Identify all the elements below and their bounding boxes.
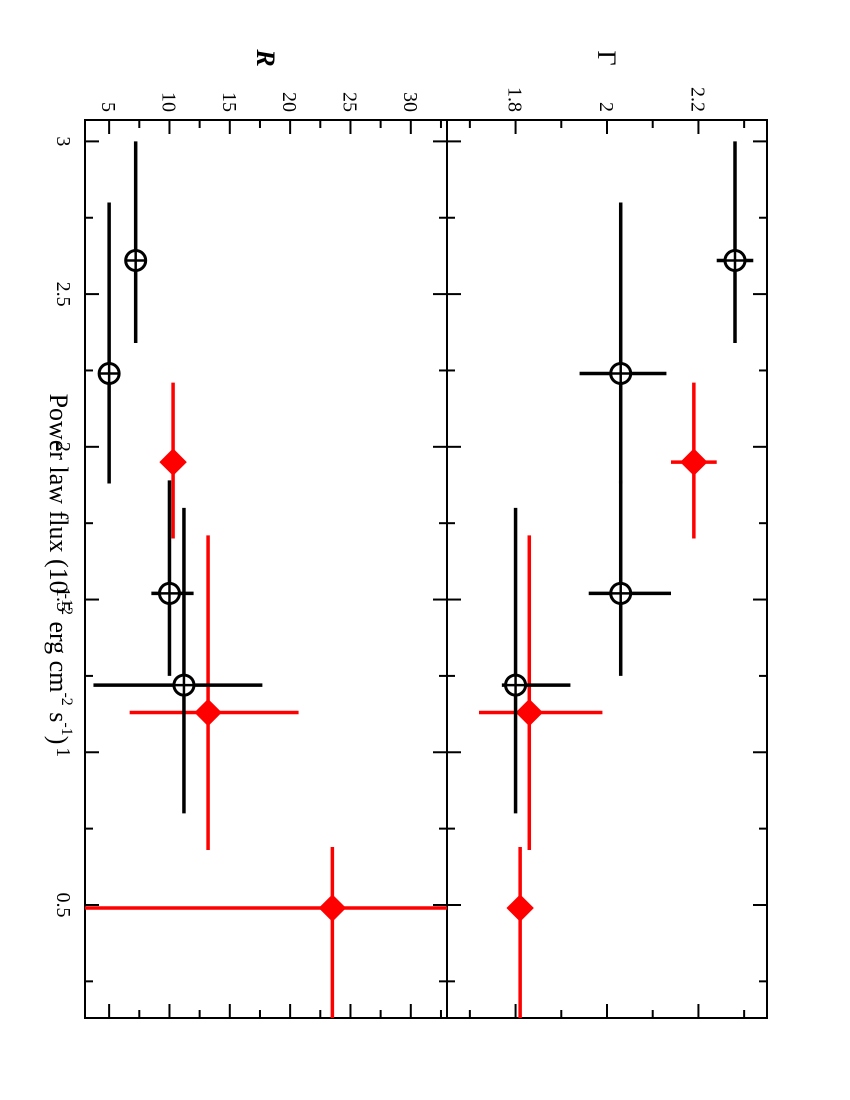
data-point-diamond: [515, 698, 543, 727]
y-tick-label: 1.8: [504, 87, 526, 112]
y-tick-label: 2: [595, 102, 617, 112]
x-tick-label: 1.5: [52, 587, 74, 612]
data-point-diamond: [318, 894, 347, 922]
x-axis-title: Power law flux (10-12 erg cm-2 s-1): [44, 394, 75, 745]
rotated-plot-area: 1.8 2 2.2 Γ 5 10 15 20 25 30 R 0.5 1 1.5 2 2.5 3 Power l…: [44, 48, 768, 1019]
x-tick-label: 2.5: [52, 282, 74, 307]
y-tick-label: 25: [338, 92, 360, 112]
y-axis-title: Γ: [592, 50, 621, 65]
panel-frame-top: [446, 119, 768, 1019]
y-tick-label: 15: [218, 92, 240, 112]
x-tick-label: 3: [52, 136, 74, 146]
plots-layer: 1.8 2 2.2 Γ 5 10 15 20 25 30 R 0.5 1 1.5 2 2.5 3: [52, 48, 768, 1019]
data-point-diamond: [194, 698, 222, 727]
y-tick-label: 5: [97, 102, 119, 112]
x-tick-label: 1: [52, 747, 74, 757]
y-tick-label: 30: [399, 92, 421, 112]
data-point-diamond: [680, 448, 708, 476]
x-tick-label: 0.5: [52, 892, 74, 917]
data-point-diamond: [506, 894, 534, 922]
y-axis-title: R: [251, 48, 280, 66]
y-tick-label: 20: [278, 92, 300, 112]
data-point-diamond: [159, 448, 187, 476]
x-tick-label: 2: [52, 442, 74, 452]
y-tick-label: 10: [157, 92, 179, 112]
y-tick-label: 2.2: [686, 87, 708, 112]
panel-frame-bottom: [84, 119, 448, 1019]
